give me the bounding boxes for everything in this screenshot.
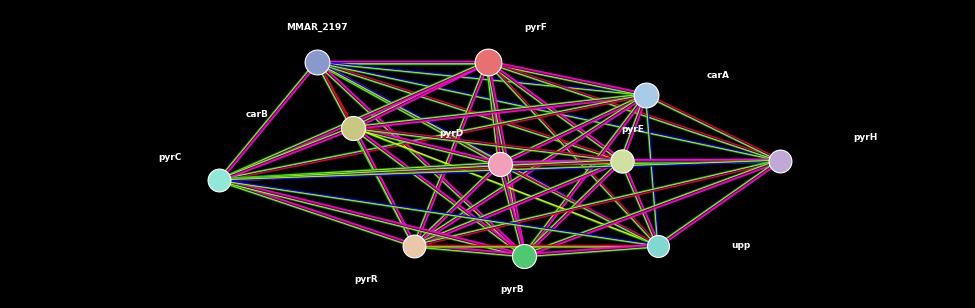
Text: MMAR_2197: MMAR_2197 <box>286 23 348 32</box>
Point <box>638 93 653 98</box>
Text: pyrE: pyrE <box>622 125 644 134</box>
Point <box>517 253 532 258</box>
Point <box>407 243 422 248</box>
Text: pyrD: pyrD <box>439 129 463 138</box>
Text: pyrR: pyrR <box>354 275 378 284</box>
Text: pyrB: pyrB <box>500 285 524 294</box>
Text: carB: carB <box>246 110 268 119</box>
Point <box>212 178 227 183</box>
Point <box>772 158 788 163</box>
Text: pyrH: pyrH <box>853 133 878 142</box>
Point <box>309 60 325 65</box>
Point <box>650 243 666 248</box>
Point <box>614 158 630 163</box>
Text: upp: upp <box>731 241 751 250</box>
Text: carA: carA <box>707 71 730 80</box>
Text: pyrC: pyrC <box>158 153 181 162</box>
Text: pyrF: pyrF <box>525 23 547 32</box>
Point <box>491 161 507 166</box>
Point <box>480 60 495 65</box>
Point <box>345 125 361 130</box>
